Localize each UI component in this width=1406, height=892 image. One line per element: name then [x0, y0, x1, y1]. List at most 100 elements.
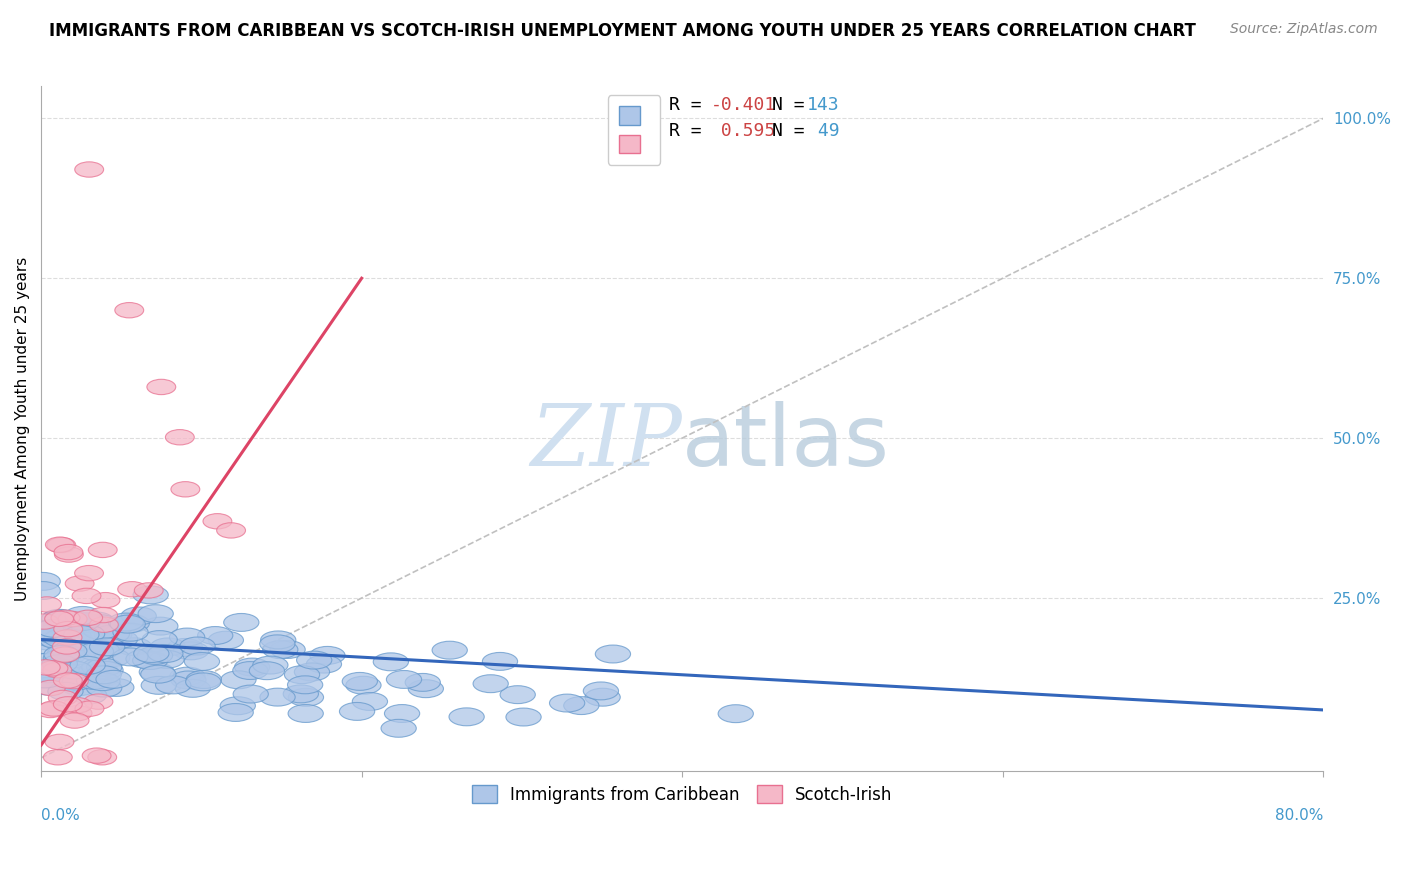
Ellipse shape	[60, 713, 89, 728]
Ellipse shape	[387, 671, 422, 689]
Ellipse shape	[260, 635, 295, 653]
Ellipse shape	[449, 708, 484, 726]
Ellipse shape	[156, 676, 191, 694]
Ellipse shape	[405, 673, 440, 691]
Ellipse shape	[28, 670, 63, 688]
Ellipse shape	[35, 620, 72, 638]
Ellipse shape	[45, 537, 75, 552]
Ellipse shape	[94, 625, 129, 643]
Ellipse shape	[79, 612, 114, 630]
Ellipse shape	[138, 605, 173, 623]
Ellipse shape	[121, 607, 156, 625]
Ellipse shape	[62, 678, 97, 696]
Ellipse shape	[83, 615, 118, 632]
Ellipse shape	[58, 611, 87, 627]
Ellipse shape	[112, 624, 148, 641]
Ellipse shape	[31, 665, 66, 682]
Ellipse shape	[31, 660, 60, 675]
Ellipse shape	[91, 592, 120, 607]
Ellipse shape	[233, 662, 269, 680]
Ellipse shape	[25, 573, 60, 591]
Ellipse shape	[42, 609, 77, 627]
Ellipse shape	[180, 637, 215, 655]
Ellipse shape	[51, 647, 80, 662]
Ellipse shape	[65, 613, 100, 631]
Ellipse shape	[501, 686, 536, 704]
Ellipse shape	[75, 566, 104, 581]
Ellipse shape	[55, 547, 83, 562]
Ellipse shape	[87, 679, 122, 697]
Ellipse shape	[221, 697, 256, 714]
Ellipse shape	[270, 640, 305, 658]
Ellipse shape	[146, 379, 176, 394]
Ellipse shape	[186, 673, 221, 690]
Ellipse shape	[76, 672, 111, 690]
Ellipse shape	[72, 588, 101, 604]
Ellipse shape	[297, 651, 332, 669]
Ellipse shape	[84, 641, 120, 659]
Ellipse shape	[134, 645, 169, 663]
Ellipse shape	[186, 671, 221, 689]
Ellipse shape	[108, 613, 143, 631]
Ellipse shape	[384, 705, 420, 723]
Ellipse shape	[63, 706, 91, 721]
Ellipse shape	[173, 642, 208, 660]
Text: 49: 49	[807, 122, 839, 140]
Ellipse shape	[51, 647, 86, 665]
Ellipse shape	[141, 665, 176, 683]
Ellipse shape	[59, 673, 94, 690]
Ellipse shape	[138, 647, 173, 665]
Ellipse shape	[73, 610, 103, 625]
Ellipse shape	[97, 626, 132, 644]
Ellipse shape	[139, 663, 174, 681]
Ellipse shape	[52, 639, 82, 654]
Ellipse shape	[44, 649, 79, 667]
Ellipse shape	[82, 748, 111, 764]
Text: 0.595: 0.595	[710, 122, 776, 140]
Ellipse shape	[37, 681, 65, 696]
Ellipse shape	[342, 673, 377, 690]
Ellipse shape	[283, 685, 318, 703]
Ellipse shape	[39, 661, 67, 676]
Text: 80.0%: 80.0%	[1275, 808, 1323, 823]
Ellipse shape	[72, 686, 107, 704]
Ellipse shape	[595, 645, 630, 663]
Ellipse shape	[48, 682, 83, 700]
Ellipse shape	[263, 640, 298, 658]
Ellipse shape	[94, 648, 129, 666]
Ellipse shape	[373, 653, 409, 671]
Ellipse shape	[53, 671, 89, 689]
Ellipse shape	[184, 653, 219, 671]
Ellipse shape	[63, 698, 91, 713]
Ellipse shape	[309, 647, 344, 665]
Text: N =: N =	[772, 122, 815, 140]
Ellipse shape	[48, 644, 83, 662]
Ellipse shape	[75, 701, 104, 716]
Ellipse shape	[346, 676, 381, 694]
Ellipse shape	[112, 648, 148, 665]
Ellipse shape	[89, 542, 117, 558]
Ellipse shape	[39, 631, 75, 648]
Ellipse shape	[307, 656, 342, 673]
Ellipse shape	[56, 667, 91, 685]
Ellipse shape	[288, 689, 323, 706]
Ellipse shape	[46, 538, 76, 553]
Ellipse shape	[260, 688, 295, 706]
Ellipse shape	[75, 615, 110, 632]
Text: ZIP: ZIP	[530, 401, 682, 483]
Ellipse shape	[65, 607, 100, 624]
Ellipse shape	[381, 719, 416, 738]
Ellipse shape	[44, 646, 79, 664]
Ellipse shape	[202, 514, 232, 529]
Ellipse shape	[28, 621, 63, 639]
Ellipse shape	[294, 663, 329, 681]
Ellipse shape	[284, 665, 319, 683]
Text: 0.0%: 0.0%	[41, 808, 80, 823]
Ellipse shape	[408, 680, 443, 698]
Ellipse shape	[79, 642, 114, 660]
Ellipse shape	[198, 626, 233, 644]
Ellipse shape	[89, 661, 124, 679]
Ellipse shape	[59, 633, 94, 651]
Ellipse shape	[53, 630, 82, 645]
Ellipse shape	[84, 694, 112, 709]
